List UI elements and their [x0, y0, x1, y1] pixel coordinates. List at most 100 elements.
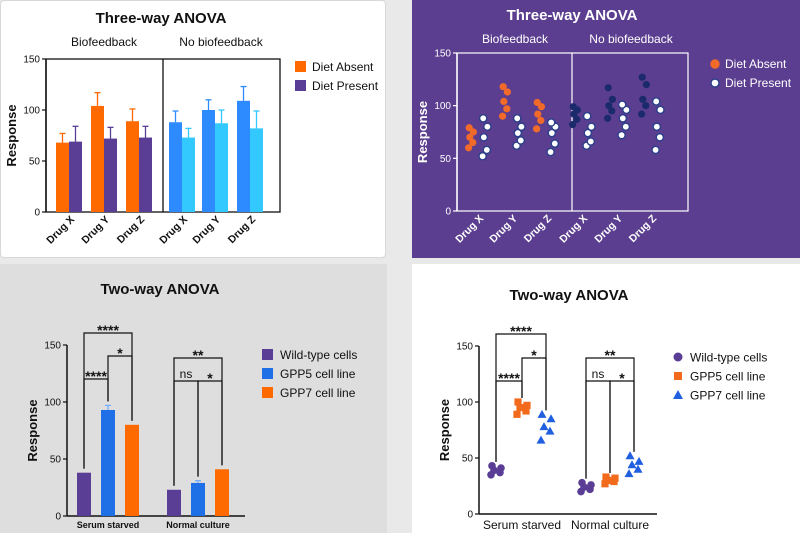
data-point — [602, 473, 610, 481]
chart-title: Two-way ANOVA — [101, 281, 220, 298]
significance-label: * — [117, 345, 123, 361]
data-point — [512, 114, 522, 123]
data-point — [547, 128, 557, 138]
y-tick-label: 0 — [55, 512, 61, 523]
chart-panel-two-way-bars: Two-way ANOVA 0 50 100 150 Response Serum star… — [0, 264, 387, 533]
legend-label: Diet Present — [725, 76, 792, 90]
data-point — [586, 137, 596, 146]
x-tick-label: Drug Y — [79, 214, 112, 247]
data-point — [539, 422, 549, 431]
bar — [191, 482, 205, 516]
x-tick-label: Drug X — [44, 214, 77, 247]
y-tick-label: 150 — [44, 341, 61, 352]
x-tick-label: Drug Z — [522, 212, 555, 245]
y-tick-label: 0 — [34, 208, 40, 219]
data-point — [516, 404, 524, 412]
legend-marker — [674, 372, 682, 380]
legend-swatch — [262, 387, 273, 398]
x-tick-label: Serum starved — [483, 518, 561, 532]
y-tick-label: 50 — [50, 455, 62, 466]
legend-marker — [710, 78, 720, 88]
significance-label: * — [207, 370, 213, 386]
y-tick-label: 0 — [445, 207, 451, 218]
chart-panel-three-way-bars: Three-way ANOVA Biofeedback No biofeedback… — [0, 0, 386, 258]
y-tick-label: 150 — [23, 55, 40, 66]
y-axis-title: Response — [4, 104, 19, 166]
data-point — [478, 151, 487, 161]
significance-label: ns — [180, 367, 193, 381]
significance-label: * — [531, 347, 537, 363]
data-point — [499, 83, 507, 91]
data-point — [499, 112, 507, 120]
group-label: No biofeedback — [179, 35, 263, 49]
chart-panel-three-way-scatter: Three-way ANOVA Biofeedback No biofeedback… — [412, 0, 800, 258]
data-point — [465, 144, 473, 152]
chart-title: Three-way ANOVA — [507, 7, 638, 24]
legend-swatch — [295, 80, 306, 91]
bar — [101, 409, 115, 516]
legend-marker — [673, 352, 683, 362]
legend-marker — [673, 390, 683, 399]
data-point — [604, 84, 612, 92]
significance-label: * — [619, 370, 625, 386]
data-point — [587, 122, 596, 132]
data-point — [483, 122, 492, 132]
data-point — [617, 100, 627, 109]
data-point — [605, 102, 613, 110]
legend-swatch — [295, 61, 306, 72]
chart-svg: Two-way ANOVA 0 50 100 150 Response Serum star… — [437, 287, 767, 532]
y-tick-label: 100 — [456, 398, 473, 409]
data-point — [618, 114, 628, 123]
significance-bracket — [83, 378, 109, 469]
data-point — [611, 474, 619, 482]
data-point — [465, 124, 473, 132]
data-point — [537, 116, 545, 125]
data-point — [545, 426, 555, 435]
data-point — [478, 114, 488, 123]
data-point — [479, 132, 489, 142]
data-point — [523, 401, 531, 409]
data-point — [573, 115, 581, 123]
legend-label: Wild-type cells — [280, 348, 357, 362]
bar — [77, 472, 91, 516]
x-tick-label: Drug X — [453, 213, 486, 246]
data-point — [642, 81, 650, 89]
group-label: No biofeedback — [589, 32, 673, 46]
bar — [167, 489, 181, 516]
data-point — [534, 110, 542, 118]
x-tick-label: Normal culture — [166, 520, 230, 530]
data-point — [536, 435, 546, 444]
x-tick-label: Drug Y — [487, 213, 520, 246]
data-point — [569, 121, 577, 129]
data-point — [503, 88, 511, 96]
group-label: Biofeedback — [71, 35, 138, 49]
data-point — [488, 462, 496, 470]
chart-title: Three-way ANOVA — [96, 10, 227, 27]
significance-label: **** — [510, 323, 532, 339]
data-point — [569, 103, 577, 111]
legend-label: GPP7 cell line — [690, 389, 766, 403]
x-tick-label: Drug Y — [592, 213, 625, 246]
data-point — [583, 128, 593, 138]
data-point — [624, 469, 634, 478]
data-point — [482, 145, 492, 155]
bar — [169, 122, 182, 212]
x-tick-label: Drug Y — [190, 214, 223, 247]
legend-label: Wild-type cells — [690, 351, 767, 365]
data-point — [546, 147, 555, 157]
legend-label: Diet Absent — [725, 57, 787, 71]
y-axis-title: Response — [415, 101, 430, 163]
significance-label: ** — [605, 347, 616, 363]
data-point — [513, 128, 523, 138]
x-tick-label: Drug Z — [226, 213, 259, 246]
data-point — [516, 136, 526, 145]
data-point — [500, 97, 508, 106]
y-tick-label: 100 — [23, 106, 40, 117]
bar — [91, 105, 104, 212]
y-tick-label: 50 — [440, 154, 452, 165]
bar — [250, 128, 263, 212]
legend-swatch — [262, 349, 273, 360]
y-axis-title: Response — [25, 399, 40, 461]
significance-label: **** — [97, 322, 119, 338]
legend-swatch — [262, 368, 273, 379]
